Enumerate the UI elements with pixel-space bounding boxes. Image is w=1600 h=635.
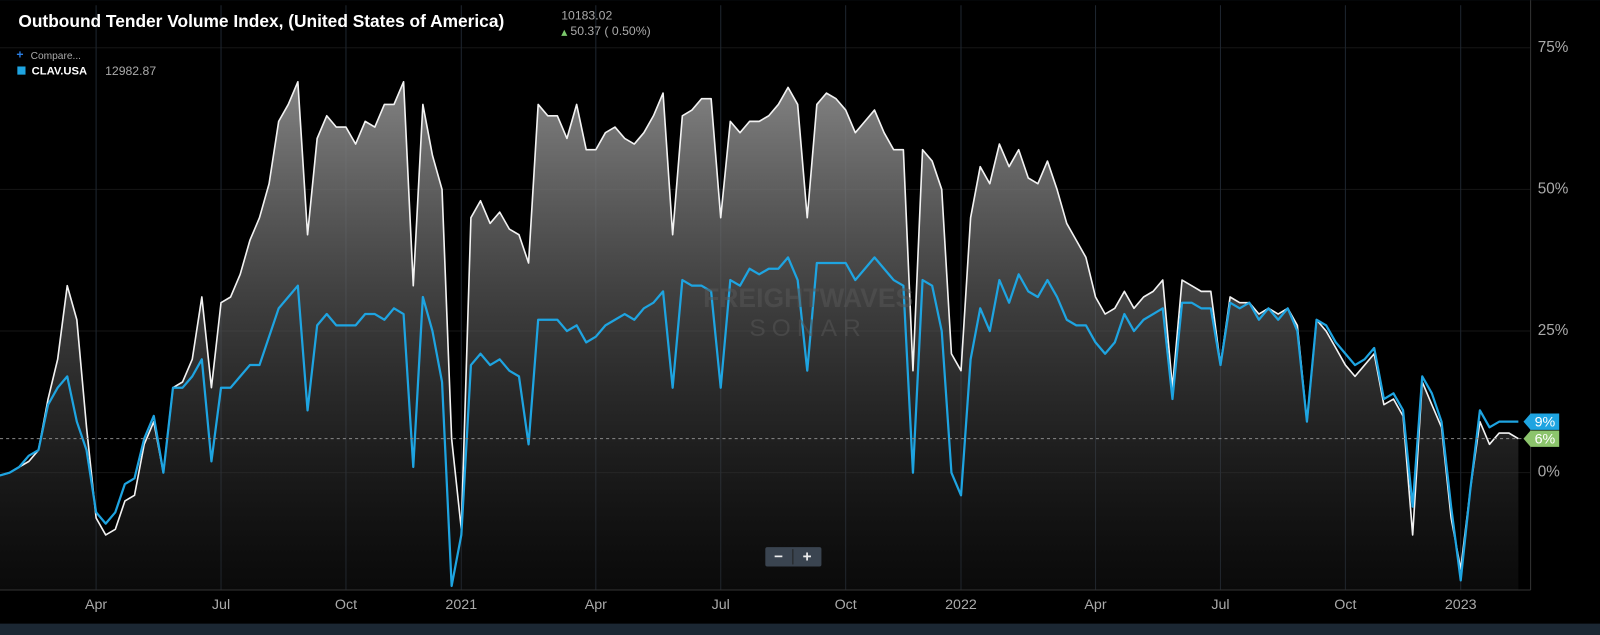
y-tick-label: 0% <box>1538 464 1561 481</box>
last-label: 9% <box>1535 414 1556 430</box>
area <box>0 81 1519 590</box>
legend-swatch <box>17 66 26 75</box>
watermark: FREIGHTWAVES <box>703 283 913 313</box>
x-tick-label: Oct <box>835 597 857 613</box>
last-value: 10183.02 <box>561 9 612 23</box>
legend-label: CLAV.USA <box>32 66 87 78</box>
zoom-out[interactable]: − <box>774 548 783 565</box>
last-label-badge <box>1523 413 1560 430</box>
line <box>0 80 1519 570</box>
x-tick-label: 2023 <box>1445 597 1477 613</box>
up-arrow <box>561 29 568 36</box>
marks <box>0 80 1531 590</box>
y-tick-label: 75% <box>1538 39 1569 56</box>
x-tick-label: Jul <box>712 597 730 613</box>
x-tick-label: 2022 <box>945 597 977 613</box>
legend-value: 12982.87 <box>105 64 156 78</box>
watermark: SONAR <box>749 315 867 342</box>
x-tick-label: Oct <box>335 597 357 613</box>
x-tick-label: 2021 <box>445 597 477 613</box>
y-tick-label: 50% <box>1538 180 1569 197</box>
zoom-in[interactable]: + <box>803 548 812 565</box>
x-tick-label: Jul <box>1211 597 1229 613</box>
compare: Compare... <box>31 51 81 62</box>
last-label-badge <box>1523 430 1560 447</box>
y-tick-label: 25% <box>1538 322 1569 339</box>
x-tick-label: Jul <box>212 597 230 613</box>
line <box>0 256 1519 588</box>
compare-icon: + <box>16 47 23 61</box>
x-tick-label: Oct <box>1334 597 1356 613</box>
x-tick-label: Apr <box>1084 597 1106 613</box>
x-tick-label: Apr <box>585 597 607 613</box>
change: 50.37 ( 0.50%) <box>570 24 650 38</box>
x-tick-label: Apr <box>85 597 107 613</box>
last-label: 6% <box>1535 431 1556 447</box>
chart-title: Outbound Tender Volume Index, (United St… <box>18 11 504 31</box>
